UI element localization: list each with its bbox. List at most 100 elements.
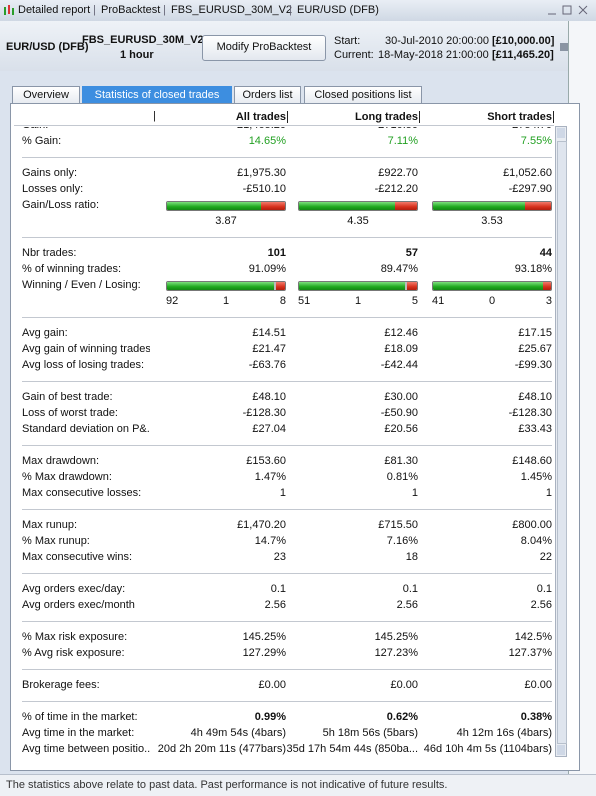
win-count: 51: [298, 295, 311, 307]
row-value: 0.99%: [254, 711, 286, 723]
row-value: 0.1: [270, 583, 286, 595]
header-rule: [14, 125, 554, 126]
row-label: Max runup:: [22, 519, 78, 531]
start-label: Start:: [334, 35, 361, 47]
row-value: 5h 18m 56s (5bars): [322, 727, 418, 739]
tab[interactable]: Orders list: [234, 86, 301, 104]
row-value: 142.5%: [514, 631, 552, 643]
current-capital: [£11,465.20]: [492, 49, 554, 61]
row-label: % of time in the market:: [22, 711, 138, 723]
ratio-bar: [298, 201, 418, 211]
win-even-loss-bar: [166, 281, 286, 291]
group-separator: [22, 237, 552, 238]
row-value: 2.56: [396, 599, 418, 611]
window-controls[interactable]: [546, 4, 592, 16]
row-label: % Max runup:: [22, 535, 90, 547]
tab[interactable]: Overview: [12, 86, 80, 104]
scroll-up[interactable]: [557, 128, 565, 138]
row-value: 89.47%: [380, 263, 418, 275]
row-value: 23: [273, 551, 286, 563]
row-value: £148.60: [512, 455, 552, 467]
row-value: 18: [405, 551, 418, 563]
row-label: Nbr trades:: [22, 247, 77, 259]
start-capital: [£10,000.00]: [492, 35, 555, 47]
gain-segment: [433, 202, 525, 210]
loss-segment: [542, 282, 551, 290]
row-value: 145.25%: [374, 631, 418, 643]
row-value: 1.45%: [520, 471, 552, 483]
row-label: % Max risk exposure:: [22, 631, 128, 643]
column-header: All trades: [166, 111, 288, 123]
row-value: 14.7%: [254, 535, 286, 547]
row-label: Avg loss of losing trades:: [22, 359, 145, 371]
row-value: £25.67: [518, 343, 552, 355]
row-value: £33.43: [518, 423, 552, 435]
row-label: Avg time in the market:: [22, 727, 135, 739]
row-value: £0.00: [524, 679, 552, 691]
row-value: £81.30: [384, 455, 418, 467]
row-value: 7.11%: [387, 135, 418, 147]
row-label: Brokerage fees:: [22, 679, 100, 691]
loss-count: 3: [545, 295, 552, 307]
row-value: £1,465.20: [237, 127, 286, 133]
footer: The statistics above relate to past data…: [0, 774, 596, 796]
row-value: 35d 17h 54m 44s (850ba...: [286, 743, 418, 755]
row-label: Avg orders exec/month: [22, 599, 135, 611]
group-separator: [22, 509, 552, 510]
row-value: 8.04%: [520, 535, 552, 547]
row-label: Max drawdown:: [22, 455, 100, 467]
ratio-value: 4.35: [347, 215, 369, 227]
scroll-down[interactable]: [557, 745, 565, 755]
row-value: £153.60: [246, 455, 286, 467]
row-value: £18.09: [384, 343, 418, 355]
print-icon[interactable]: [560, 39, 568, 55]
row-value: 127.23%: [374, 647, 418, 659]
stats-panel: [10, 103, 580, 771]
row-value: £1,052.60: [503, 167, 552, 179]
win-even-loss-bar: [298, 281, 418, 291]
row-value: 7.16%: [386, 535, 418, 547]
row-value: £12.46: [384, 327, 418, 339]
title-bar: Detailed report | ProBacktest | FBS_EURU…: [0, 0, 596, 22]
even-count: 1: [222, 295, 230, 307]
column-header: Short trades: [432, 111, 554, 123]
row-label: Avg gain of winning trades: [22, 343, 150, 355]
row-value: £30.00: [384, 391, 418, 403]
row-value: -£50.90: [380, 407, 418, 419]
row-value: 20d 2h 20m 11s (477bars): [157, 743, 286, 755]
row-value: -£128.30: [508, 407, 552, 419]
scrollbar[interactable]: [555, 126, 567, 757]
scroll-thumb[interactable]: [557, 141, 567, 744]
row-label: % Avg risk exposure:: [22, 647, 125, 659]
start-date: 30-Jul-2010 20:00:00: [385, 35, 489, 47]
row-label: Loss of worst trade:: [22, 407, 118, 419]
modify-button[interactable]: Modify ProBacktest: [202, 35, 326, 61]
loss-segment: [260, 202, 285, 210]
row-label: % Gain:: [22, 135, 62, 147]
instrument: EUR/USD (DFB): [6, 41, 89, 53]
title-separator: |: [93, 4, 96, 16]
header: EUR/USD (DFB) FBS_EURUSD_30M_V2 1 hour M…: [0, 21, 568, 71]
row-value: 2.56: [530, 599, 552, 611]
row-value: 14.65%: [248, 135, 286, 147]
strategy-name: FBS_EURUSD_30M_V2: [82, 34, 204, 46]
row-value: £800.00: [512, 519, 552, 531]
gain-segment: [299, 202, 395, 210]
row-label: Losses only:: [22, 183, 84, 195]
row-value: 2.56: [264, 599, 286, 611]
even-segment: [404, 282, 407, 290]
row-value: £715.50: [378, 519, 418, 531]
row-value: -£128.30: [242, 407, 286, 419]
tab-selected[interactable]: Statistics of closed trades: [82, 86, 232, 104]
row-label: Avg orders exec/day:: [22, 583, 126, 595]
row-label: Avg gain:: [22, 327, 68, 339]
row-label: % of winning trades:: [22, 263, 122, 275]
tab[interactable]: Closed positions list: [304, 86, 422, 104]
group-separator: [22, 157, 552, 158]
win-count: 41: [432, 295, 445, 307]
row-value: £0.00: [258, 679, 286, 691]
win-segment: [433, 282, 543, 290]
row-value: £710.50: [378, 127, 418, 133]
row-value: £1,975.30: [237, 167, 286, 179]
row-value: 46d 10h 4m 5s (1104bars): [423, 743, 552, 755]
